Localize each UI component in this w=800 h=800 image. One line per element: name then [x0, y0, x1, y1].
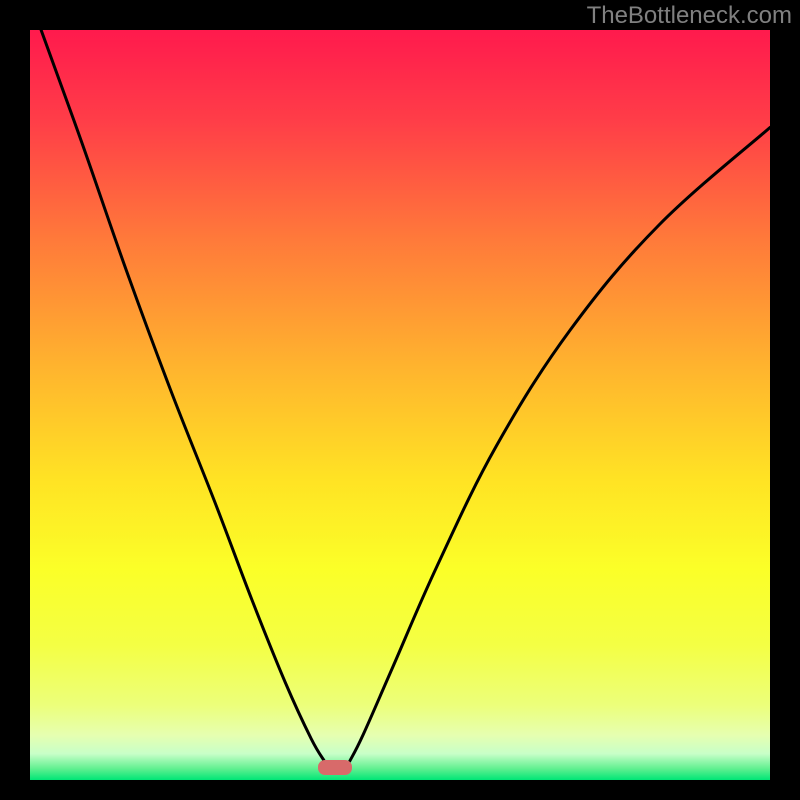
optimum-marker — [318, 760, 352, 775]
curve-left-branch — [41, 30, 324, 761]
curve-right-branch — [350, 128, 770, 762]
chart-frame: TheBottleneck.com — [0, 0, 800, 800]
frame-border-bottom — [0, 780, 800, 800]
plot-area — [30, 30, 770, 780]
watermark-text: TheBottleneck.com — [587, 2, 792, 30]
frame-border-left — [0, 0, 30, 800]
frame-border-right — [770, 0, 800, 800]
bottleneck-curve — [30, 30, 770, 780]
